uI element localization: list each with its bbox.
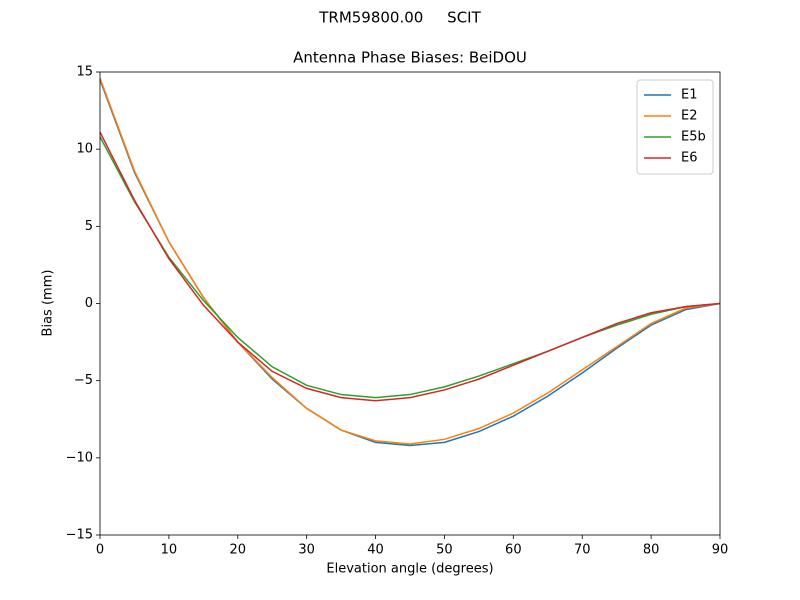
line-series <box>99 131 721 402</box>
line-series <box>99 136 721 399</box>
legend-box <box>636 79 714 175</box>
y-tick-label: 0 <box>85 296 93 311</box>
x-tick-label: 20 <box>230 543 247 558</box>
x-tick-label: 30 <box>298 543 315 558</box>
x-tick-label: 40 <box>367 543 384 558</box>
x-tick-label: 90 <box>712 543 729 558</box>
legend-label: E6 <box>681 151 698 166</box>
legend-label: E2 <box>681 109 698 124</box>
x-tick-label: 10 <box>161 543 178 558</box>
x-tick-label: 50 <box>436 543 453 558</box>
y-axis-label: Bias (mm) <box>41 270 56 337</box>
x-tick-label: 0 <box>96 543 104 558</box>
x-tick-label: 70 <box>574 543 591 558</box>
x-tick-label: 60 <box>505 543 522 558</box>
y-tick-label: −10 <box>66 450 93 465</box>
x-tick-label: 80 <box>643 543 660 558</box>
y-tick-label: −5 <box>74 373 93 388</box>
x-axis-label: Elevation angle (degrees) <box>326 562 493 577</box>
suptitle: TRM59800.00 SCIT <box>318 9 481 27</box>
y-tick-label: 5 <box>85 219 93 234</box>
chart-title: Antenna Phase Biases: BeiDOU <box>293 49 527 67</box>
y-tick-label: 10 <box>76 142 93 157</box>
legend-label: E1 <box>681 88 698 103</box>
legend-label: E5b <box>681 130 706 145</box>
y-tick-label: −15 <box>66 528 93 543</box>
plot-frame <box>99 71 721 536</box>
y-tick-label: 15 <box>76 65 93 80</box>
line-series <box>99 77 721 445</box>
